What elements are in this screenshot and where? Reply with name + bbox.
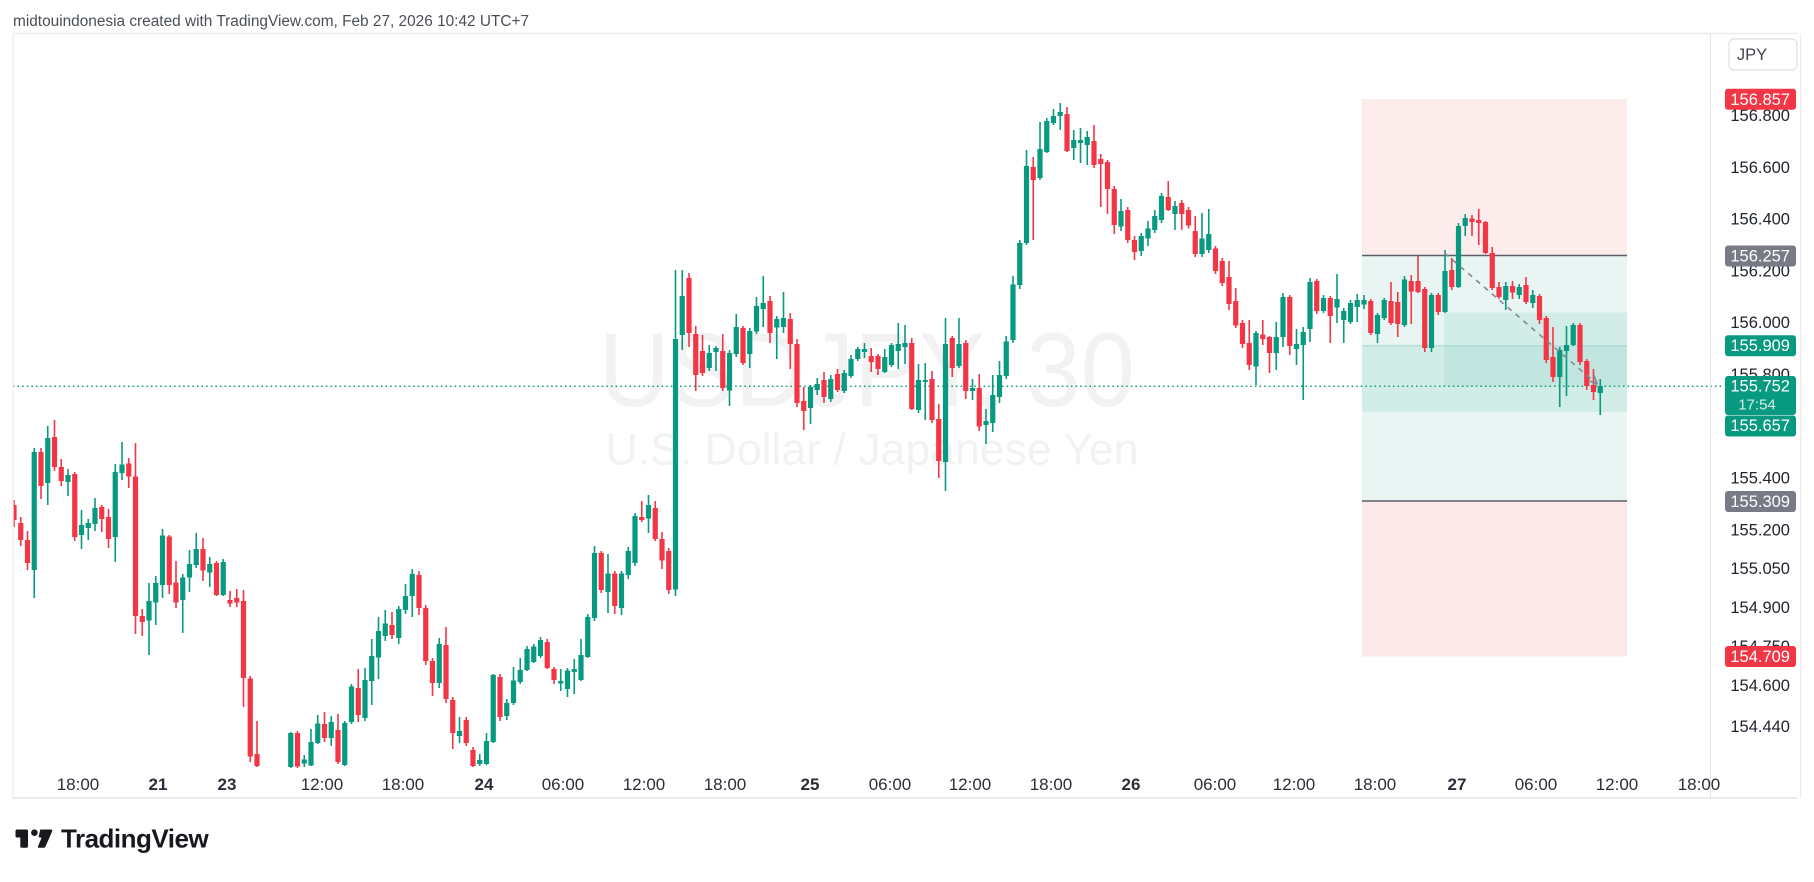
svg-text:17:54: 17:54 (1738, 397, 1776, 414)
svg-text:06:00: 06:00 (542, 775, 585, 794)
svg-text:25: 25 (801, 775, 820, 794)
svg-text:JPY: JPY (1737, 46, 1767, 64)
svg-text:156.257: 156.257 (1730, 248, 1790, 266)
svg-text:USDJPY, 30: USDJPY, 30 (599, 312, 1135, 429)
svg-text:12:00: 12:00 (1273, 775, 1316, 794)
svg-text:155.200: 155.200 (1730, 521, 1790, 539)
svg-text:156.857: 156.857 (1730, 91, 1790, 109)
svg-text:18:00: 18:00 (1678, 775, 1721, 794)
svg-text:06:00: 06:00 (1194, 775, 1237, 794)
svg-text:18:00: 18:00 (382, 775, 425, 794)
svg-text:156.200: 156.200 (1730, 262, 1790, 280)
svg-text:156.800: 156.800 (1730, 107, 1790, 125)
svg-text:12:00: 12:00 (301, 775, 344, 794)
svg-text:midtouindonesia created with T: midtouindonesia created with TradingView… (13, 13, 529, 30)
svg-text:155.752: 155.752 (1730, 378, 1790, 396)
svg-text:26: 26 (1122, 775, 1141, 794)
svg-text:24: 24 (475, 775, 494, 794)
svg-text:155.050: 155.050 (1730, 560, 1790, 578)
svg-text:154.600: 154.600 (1730, 677, 1790, 695)
svg-text:156.000: 156.000 (1730, 314, 1790, 332)
svg-text:18:00: 18:00 (1030, 775, 1073, 794)
svg-text:18:00: 18:00 (1354, 775, 1397, 794)
svg-text:U.S. Dollar / Japanese Yen: U.S. Dollar / Japanese Yen (606, 426, 1139, 475)
svg-text:156.400: 156.400 (1730, 211, 1790, 229)
svg-text:21: 21 (149, 775, 168, 794)
svg-text:18:00: 18:00 (57, 775, 100, 794)
svg-text:06:00: 06:00 (1515, 775, 1558, 794)
svg-text:TradingView: TradingView (61, 824, 209, 854)
svg-text:23: 23 (218, 775, 237, 794)
svg-text:154.900: 154.900 (1730, 599, 1790, 617)
svg-text:12:00: 12:00 (949, 775, 992, 794)
svg-text:155.909: 155.909 (1730, 337, 1790, 355)
svg-text:12:00: 12:00 (623, 775, 666, 794)
svg-text:27: 27 (1448, 775, 1467, 794)
svg-text:154.709: 154.709 (1730, 648, 1790, 666)
svg-text:156.600: 156.600 (1730, 159, 1790, 177)
svg-text:155.657: 155.657 (1730, 417, 1790, 435)
svg-text:06:00: 06:00 (869, 775, 912, 794)
svg-text:155.400: 155.400 (1730, 470, 1790, 488)
svg-text:12:00: 12:00 (1596, 775, 1639, 794)
svg-text:18:00: 18:00 (704, 775, 747, 794)
svg-text:155.309: 155.309 (1730, 493, 1790, 511)
svg-text:154.440: 154.440 (1730, 718, 1790, 736)
